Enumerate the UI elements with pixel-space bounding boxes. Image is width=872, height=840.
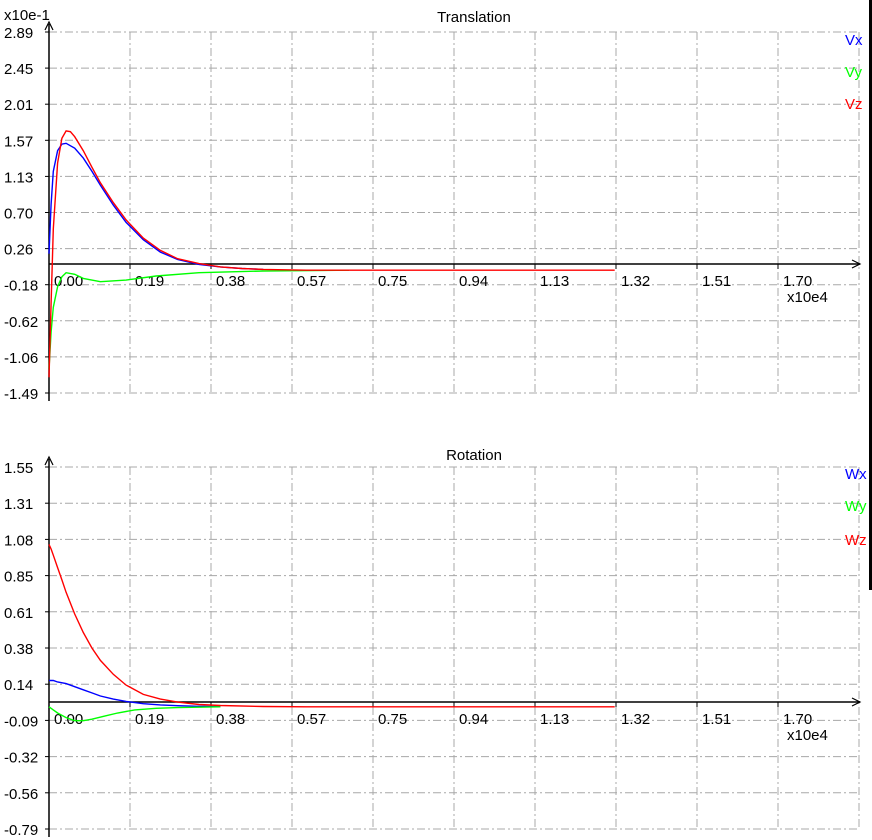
y-tick-label: -0.62 xyxy=(4,314,38,331)
legend-entry-wy: Wy xyxy=(845,498,867,515)
series-line-wx xyxy=(49,679,221,708)
x-tick-label: 0.38 xyxy=(216,711,245,728)
legend-entry-wz: Wz xyxy=(845,532,867,549)
y-tick-label: -0.09 xyxy=(4,713,38,730)
y-tick-label: -0.56 xyxy=(4,786,38,803)
series-line-vz xyxy=(48,130,615,378)
y-tick-label: 0.85 xyxy=(4,569,33,586)
x-tick-label: 0.94 xyxy=(459,711,488,728)
y-tick-label: 1.57 xyxy=(4,133,33,150)
y-tick-label: -1.49 xyxy=(4,386,38,403)
x-tick-label: 0.75 xyxy=(378,711,407,728)
x-scale-label: x10e4 xyxy=(787,727,828,744)
x-tick-label: 0.75 xyxy=(378,273,407,290)
series-line-vx xyxy=(48,142,264,271)
series-line-wy xyxy=(48,706,221,722)
legend-entry-wx: Wx xyxy=(845,466,867,483)
y-tick-label: -0.79 xyxy=(4,822,38,839)
legend-entry-vx: Vx xyxy=(845,32,863,49)
legend-entry-vy: Vy xyxy=(845,64,862,81)
x-tick-label: 1.32 xyxy=(621,273,650,290)
chart-title: Translation xyxy=(437,9,511,26)
y-tick-label: 1.31 xyxy=(4,496,33,513)
x-tick-label: 1.13 xyxy=(540,273,569,290)
x-tick-label: 1.51 xyxy=(702,273,731,290)
x-tick-label: 0.38 xyxy=(216,273,245,290)
x-tick-label: 0.57 xyxy=(297,711,326,728)
y-tick-label: 2.45 xyxy=(4,61,33,78)
x-tick-label: 1.51 xyxy=(702,711,731,728)
y-tick-label: 2.89 xyxy=(4,25,33,42)
y-tick-label: -1.06 xyxy=(4,350,38,367)
x-tick-label: 0.19 xyxy=(135,711,164,728)
chart-title: Rotation xyxy=(446,447,502,464)
y-axis-arrow xyxy=(44,20,54,31)
x-tick-label: 0.94 xyxy=(459,273,488,290)
y-tick-label: 1.08 xyxy=(4,532,33,549)
y-tick-label: -0.18 xyxy=(4,278,38,295)
y-tick-label: 0.70 xyxy=(4,206,33,223)
x-tick-label: 1.70 xyxy=(783,273,812,290)
window-edge-line xyxy=(869,0,872,590)
legend-entry-vz: Vz xyxy=(845,96,863,113)
series-line-wz xyxy=(48,544,615,708)
x-scale-label: x10e4 xyxy=(787,289,828,306)
x-tick-label: 1.70 xyxy=(783,711,812,728)
x-tick-label: 0.57 xyxy=(297,273,326,290)
x-axis-arrow xyxy=(851,259,862,269)
y-tick-label: 2.01 xyxy=(4,97,33,114)
x-tick-label: 1.13 xyxy=(540,711,569,728)
y-tick-label: 0.61 xyxy=(4,605,33,622)
y-tick-label: 0.26 xyxy=(4,242,33,259)
series-line-vy xyxy=(48,269,350,370)
y-tick-label: 0.14 xyxy=(4,677,33,694)
y-tick-label: 1.55 xyxy=(4,460,33,477)
y-tick-label: 0.38 xyxy=(4,641,33,658)
x-tick-label: 1.32 xyxy=(621,711,650,728)
x-axis-arrow xyxy=(851,697,862,707)
y-scale-label: x10e-1 xyxy=(4,7,50,24)
y-tick-label: 1.13 xyxy=(4,169,33,186)
y-tick-label: -0.32 xyxy=(4,750,38,767)
y-axis-arrow xyxy=(44,455,54,466)
